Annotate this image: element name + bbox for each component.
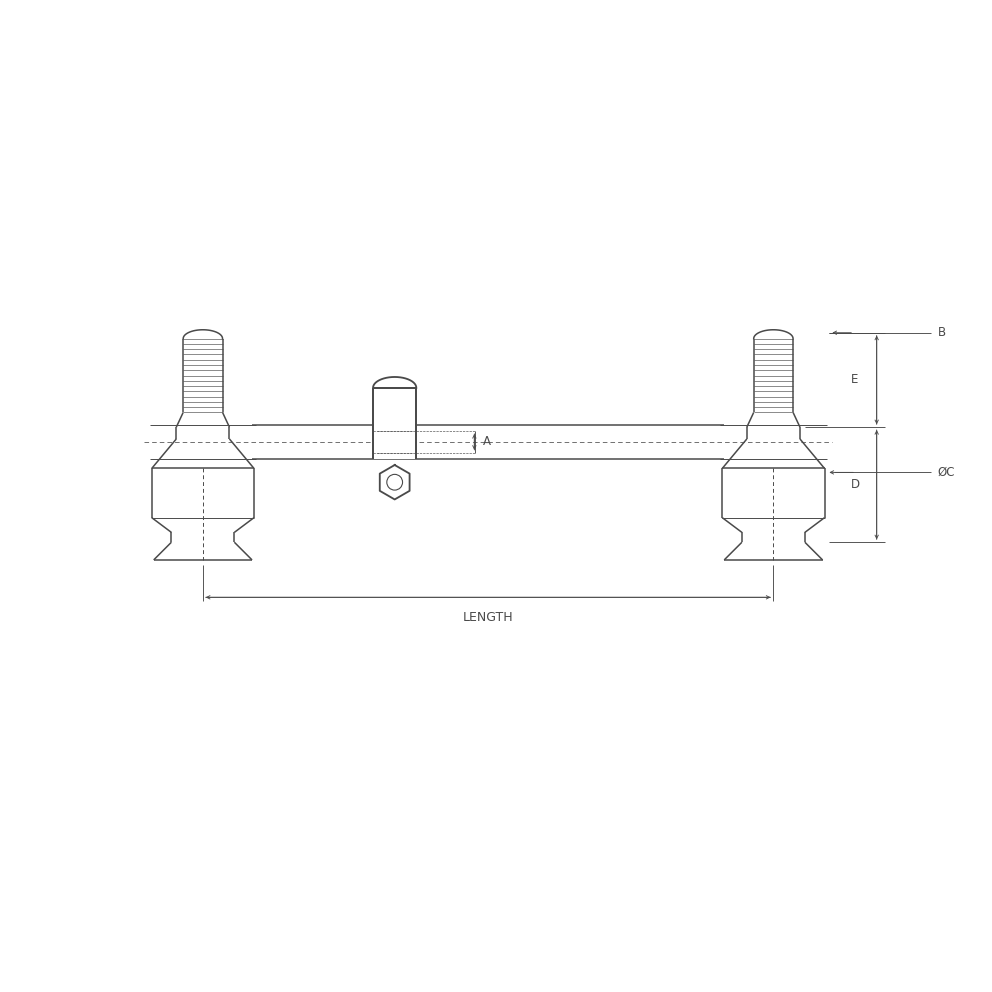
Text: ØC: ØC: [937, 466, 955, 479]
Text: A: A: [483, 435, 491, 448]
Text: E: E: [851, 373, 859, 387]
Text: LENGTH: LENGTH: [463, 611, 514, 624]
Text: B: B: [937, 326, 945, 339]
Text: D: D: [850, 478, 860, 491]
Bar: [374, 388, 416, 458]
